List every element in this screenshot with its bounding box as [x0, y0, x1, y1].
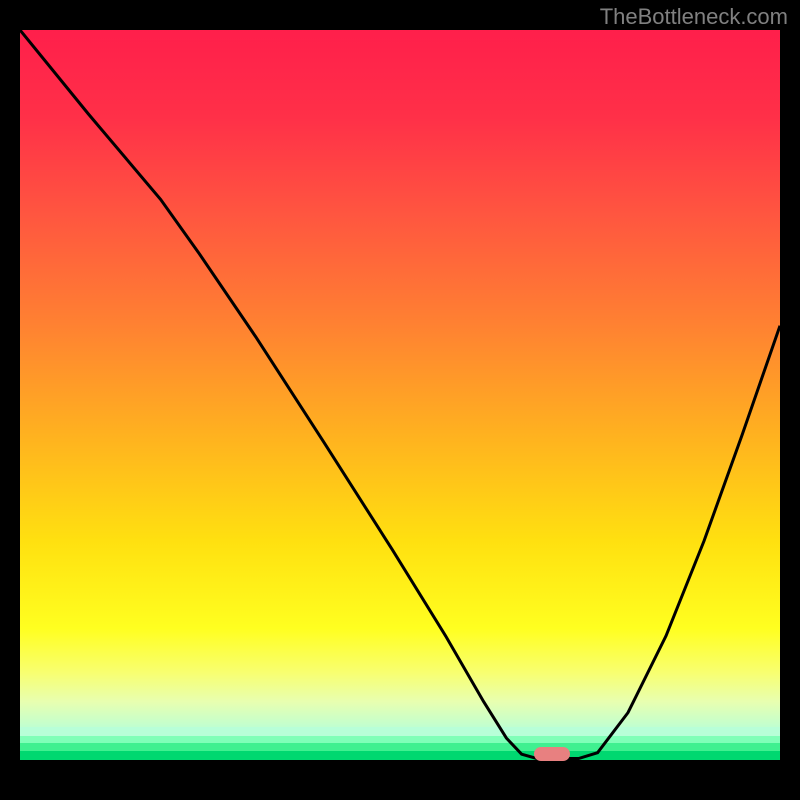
- bottleneck-curve: [20, 30, 780, 760]
- watermark-text: TheBottleneck.com: [600, 4, 788, 30]
- chart-outer-frame: [20, 30, 780, 800]
- chart-plot-area: [20, 30, 780, 760]
- optimal-point-marker: [534, 747, 570, 761]
